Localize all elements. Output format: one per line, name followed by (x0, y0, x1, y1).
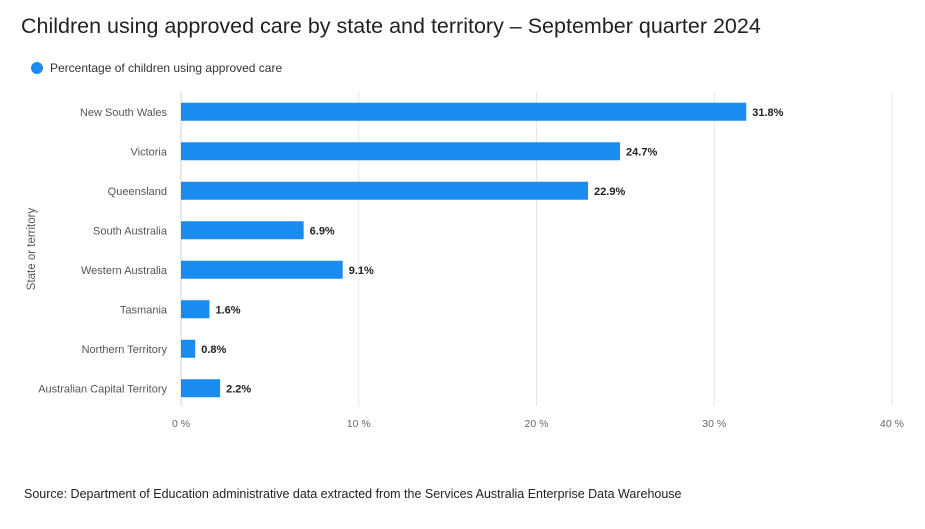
x-tick-label: 20 % (525, 418, 549, 430)
data-label: 6.9% (310, 225, 335, 237)
data-label: 31.8% (752, 107, 783, 119)
y-axis-title: State or territory (26, 208, 38, 291)
bar (181, 339, 196, 358)
category-label: Australian Capital Territory (38, 383, 167, 395)
x-tick-label: 0 % (172, 418, 190, 430)
x-tick-label: 30 % (702, 418, 726, 430)
category-label: Tasmania (120, 304, 168, 316)
x-tick-label: 10 % (347, 418, 371, 430)
category-label: Victoria (131, 146, 168, 158)
bar (181, 260, 343, 279)
bar (181, 379, 221, 398)
data-label: 1.6% (215, 304, 240, 316)
bar (181, 221, 304, 240)
category-label: Queensland (108, 186, 167, 198)
chart-legend: Percentage of children using approved ca… (31, 61, 282, 75)
data-label: 0.8% (201, 344, 226, 356)
category-label: Western Australia (81, 265, 168, 277)
category-label: New South Wales (80, 107, 168, 119)
data-label: 9.1% (349, 265, 374, 277)
data-label: 22.9% (594, 186, 625, 198)
legend-swatch (31, 62, 43, 74)
data-label: 24.7% (626, 146, 657, 158)
bar (181, 181, 589, 200)
category-label: Northern Territory (82, 344, 168, 356)
legend-label: Percentage of children using approved ca… (50, 61, 283, 75)
bar (181, 142, 621, 161)
bar (181, 102, 747, 121)
category-label: South Australia (93, 225, 168, 237)
x-tick-label: 40 % (880, 418, 904, 430)
data-label: 2.2% (226, 383, 251, 395)
bar (181, 300, 210, 319)
chart-title: Children using approved care by state an… (21, 14, 761, 38)
source-note: Source: Department of Education administ… (24, 487, 682, 501)
